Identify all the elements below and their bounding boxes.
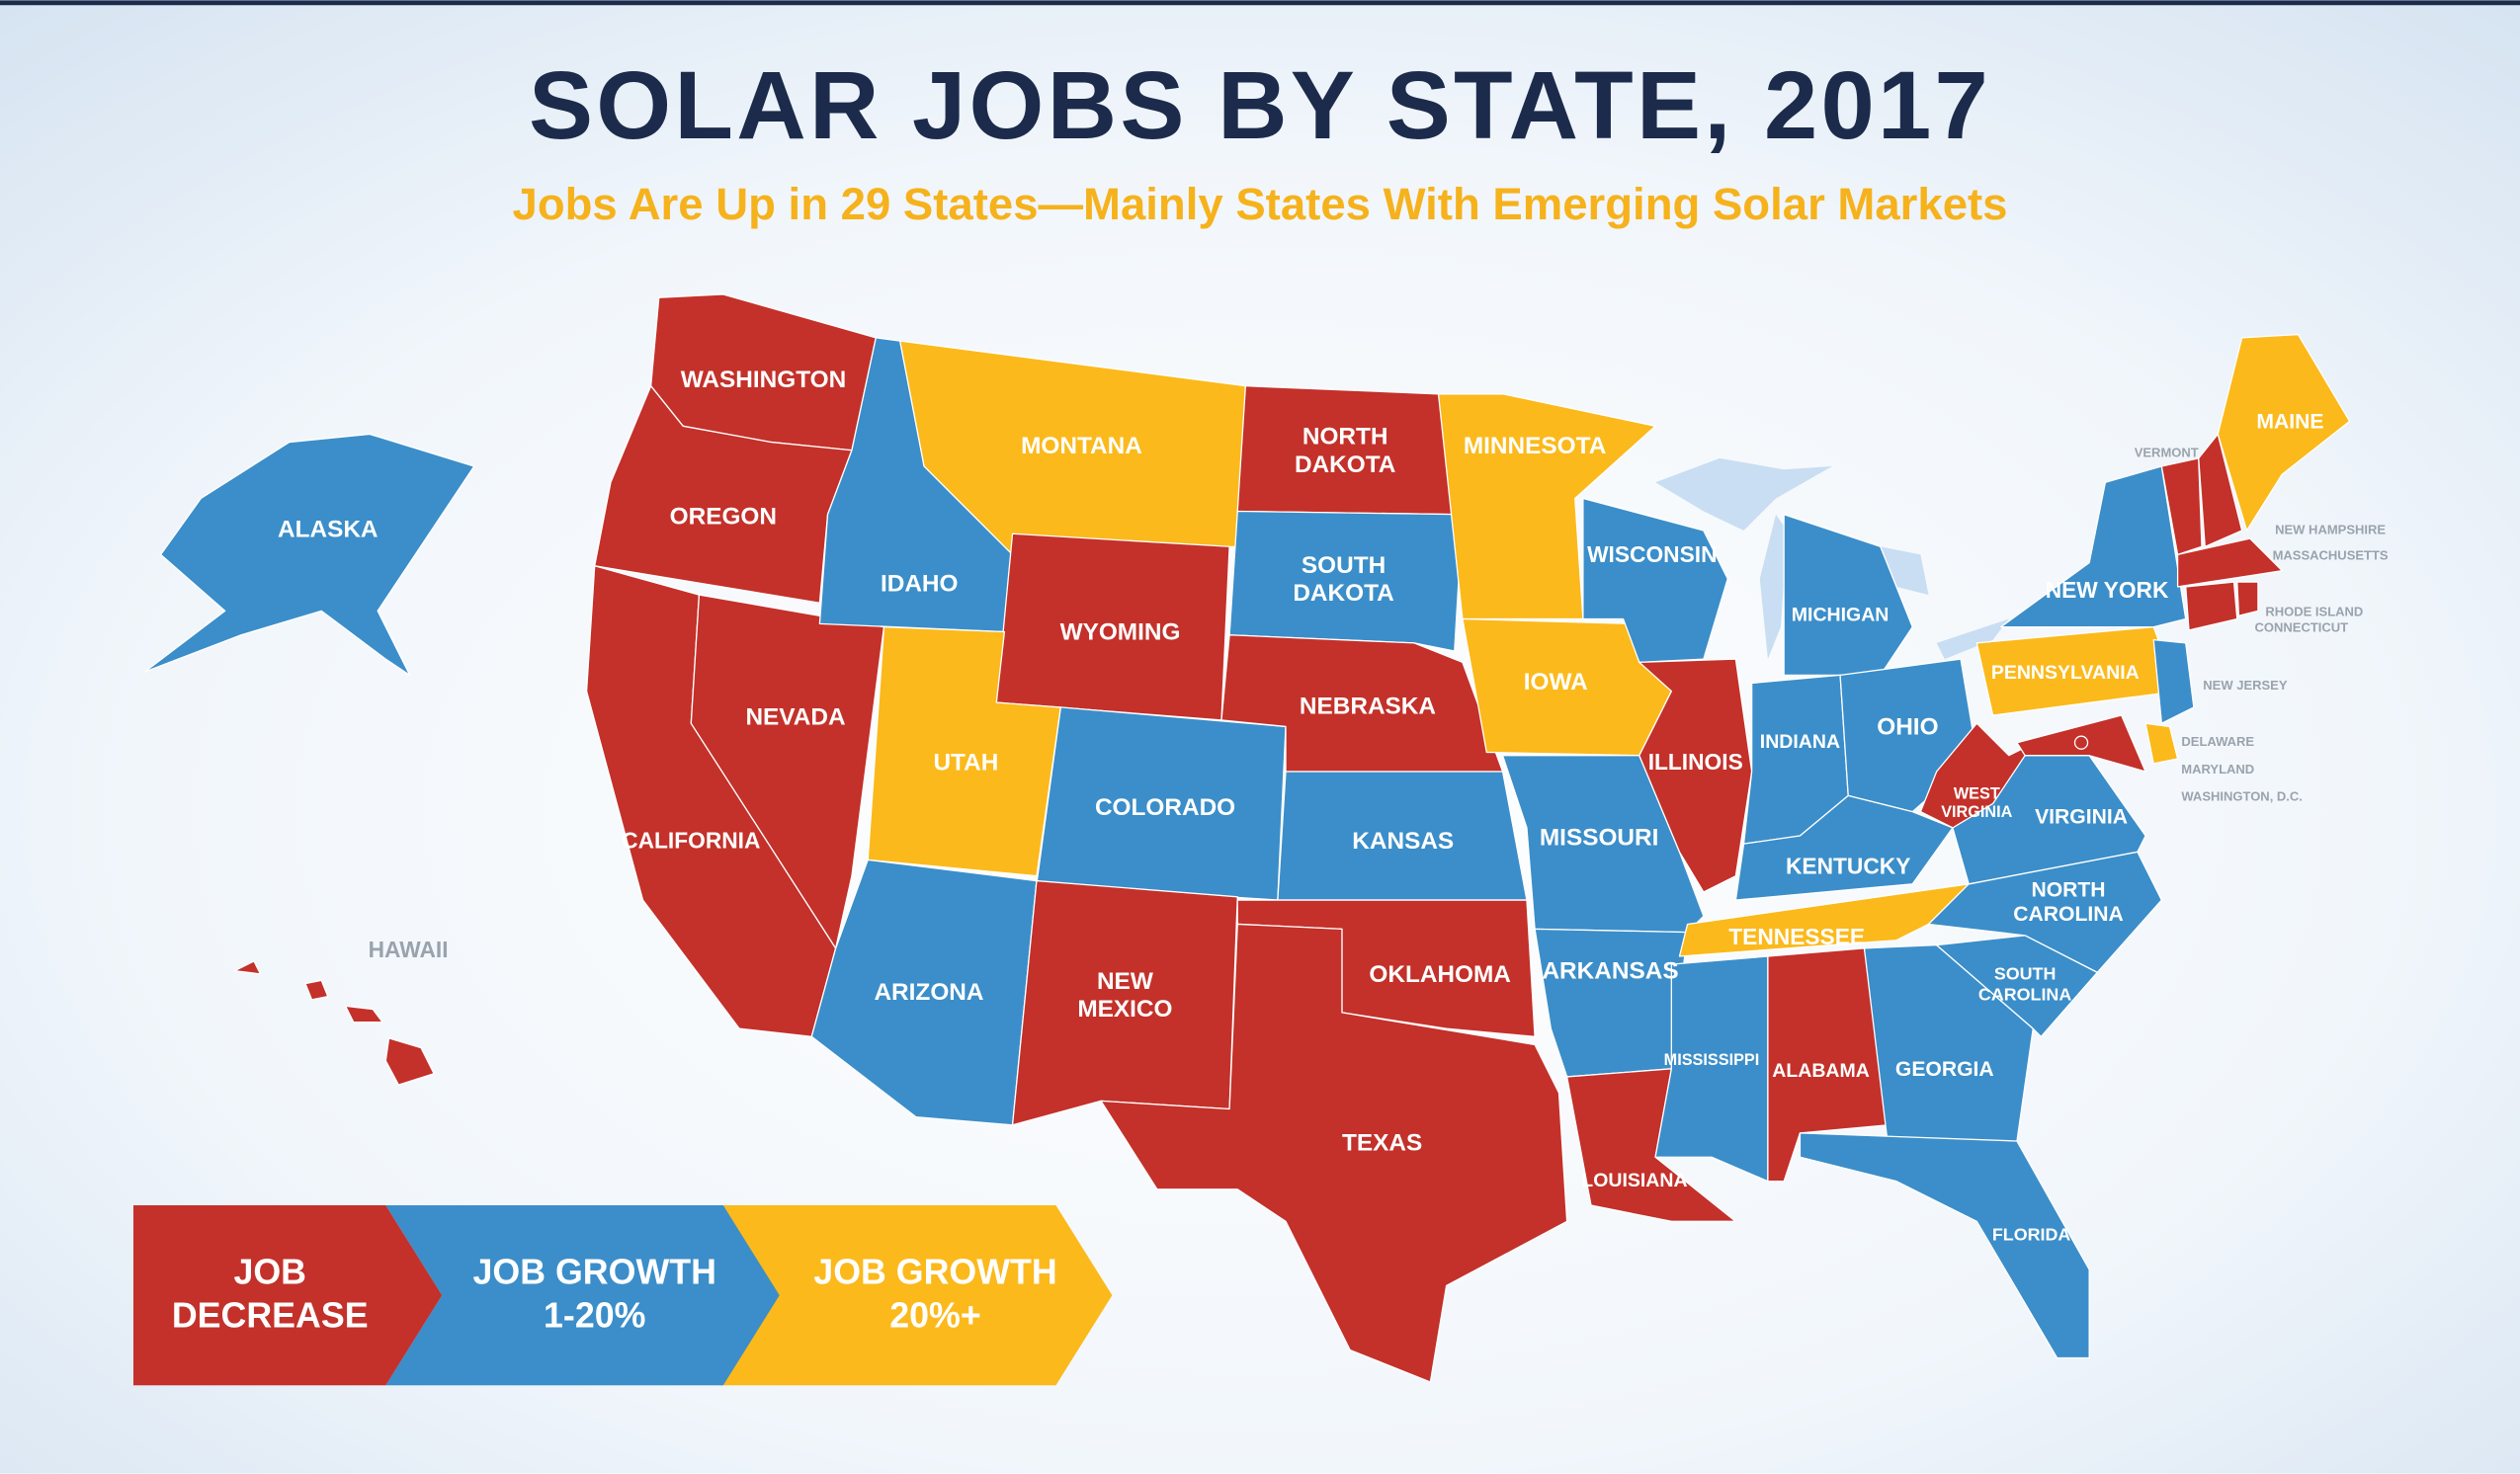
state-shape bbox=[1100, 923, 1568, 1383]
subtitle: Jobs Are Up in 29 States—Mainly States W… bbox=[513, 179, 2008, 229]
state-label-outside: VERMONT bbox=[2135, 445, 2199, 459]
state-label: IOWA bbox=[1524, 669, 1588, 696]
state-shape bbox=[1863, 943, 2034, 1150]
state-label: MINNESOTA bbox=[1464, 433, 1606, 459]
state-label: NEBRASKA bbox=[1300, 693, 1436, 719]
state-label: NORTH bbox=[2031, 879, 2105, 902]
states bbox=[143, 293, 2351, 1383]
state-label-outside: RHODE ISLAND bbox=[2265, 604, 2363, 618]
state-shape bbox=[2144, 722, 2179, 765]
legend-label: DECREASE bbox=[172, 1295, 369, 1335]
state-label: ILLINOIS bbox=[1648, 749, 1743, 775]
state-label-outside: MASSACHUSETTS bbox=[2273, 547, 2389, 562]
legend-label: JOB GROWTH bbox=[473, 1252, 716, 1291]
title: SOLAR JOBS BY STATE, 2017 bbox=[529, 51, 1991, 159]
state-shape bbox=[2198, 433, 2243, 547]
state-label: CAROLINA bbox=[1978, 984, 2071, 1004]
state-label-outside: HAWAII bbox=[369, 937, 449, 962]
state-label: NEVADA bbox=[745, 704, 845, 731]
state-label: LOUISIANA bbox=[1581, 1170, 1687, 1191]
state-label: OKLAHOMA bbox=[1369, 961, 1511, 988]
state-label-outside: CONNECTICUT bbox=[2255, 620, 2349, 635]
state-shape bbox=[1734, 794, 1954, 901]
state-label: MICHIGAN bbox=[1792, 604, 1890, 625]
great-lakes bbox=[1655, 457, 2009, 660]
state-label-outside: DELAWARE bbox=[2181, 734, 2254, 749]
state-label: OHIO bbox=[1877, 713, 1938, 740]
state-shape bbox=[1678, 883, 1970, 957]
state-label: INDIANA bbox=[1760, 731, 1840, 753]
state-shape bbox=[1638, 658, 1753, 893]
state-shape bbox=[2073, 735, 2089, 750]
state-label: KANSAS bbox=[1352, 828, 1454, 855]
state-shape bbox=[2236, 581, 2259, 616]
top-border bbox=[0, 0, 2520, 6]
state-label: COLORADO bbox=[1095, 794, 1235, 821]
state-label: GEORGIA bbox=[1895, 1058, 1994, 1081]
legend-arrow bbox=[385, 1205, 780, 1386]
state-label: NEW bbox=[1097, 968, 1153, 995]
legend-arrow bbox=[132, 1205, 443, 1386]
state-label-outside: NEW HAMPSHIRE bbox=[2275, 522, 2386, 536]
state-label: VIRGINIA bbox=[2035, 806, 2128, 829]
legend: JOB DECREASE JOB GROWTH 1-20% JOB GROWTH 20%+ bbox=[132, 1205, 1113, 1386]
state-label: MISSISSIPPI bbox=[1664, 1051, 1760, 1069]
state-label: DAKOTA bbox=[1295, 451, 1395, 478]
state-label: WYOMING bbox=[1060, 619, 1181, 646]
state-shape bbox=[2160, 457, 2203, 556]
state-label-outside: MARYLAND bbox=[2181, 762, 2254, 777]
state-shape bbox=[233, 960, 435, 1086]
state-shape bbox=[1783, 514, 1913, 677]
state-label: UTAH bbox=[933, 749, 998, 776]
state-label: CAROLINA bbox=[2013, 903, 2123, 926]
lake bbox=[1759, 514, 1788, 660]
state-label: SOUTH bbox=[1302, 552, 1386, 579]
state-shape bbox=[1936, 935, 2098, 1037]
state-label: SOUTH bbox=[1994, 964, 2057, 984]
state-label: WEST bbox=[1954, 784, 2000, 802]
lake bbox=[1655, 457, 1832, 532]
state-label: FLORIDA bbox=[1992, 1225, 2071, 1245]
state-labels: WASHINGTON OREGON CALIFORNIA NEVADA IDAHO MON… bbox=[278, 367, 2389, 1244]
state-shape bbox=[1799, 1132, 2090, 1359]
state-label-outside: WASHINGTON, D.C. bbox=[2181, 788, 2303, 803]
state-label: IDAHO bbox=[881, 571, 959, 598]
state-label: KENTUCKY bbox=[1786, 854, 1910, 879]
state-label: WISCONSIN bbox=[1587, 541, 1717, 567]
state-label: MEXICO bbox=[1077, 996, 1172, 1023]
state-shape bbox=[143, 433, 475, 677]
state-label: NORTH bbox=[1302, 424, 1388, 450]
state-shape bbox=[2185, 581, 2238, 631]
state-label: ARKANSAS bbox=[1542, 958, 1678, 985]
state-shape bbox=[2152, 638, 2195, 724]
state-label: VIRGINIA bbox=[1941, 803, 2012, 821]
state-label: WASHINGTON bbox=[681, 367, 846, 393]
state-label: TEXAS bbox=[1342, 1130, 1422, 1157]
lake bbox=[1880, 546, 1929, 596]
state-label: ARIZONA bbox=[874, 979, 983, 1006]
state-label: DAKOTA bbox=[1293, 580, 1393, 607]
state-label: TENNESSEE bbox=[1728, 924, 1865, 949]
state-label: MAINE bbox=[2256, 411, 2323, 434]
state-shape bbox=[2176, 537, 2283, 588]
state-label: NEW YORK bbox=[2046, 577, 2169, 603]
state-label: ALABAMA bbox=[1772, 1060, 1870, 1082]
legend-label: JOB GROWTH bbox=[813, 1252, 1056, 1291]
legend-label: JOB bbox=[233, 1252, 306, 1291]
legend-arrow bbox=[719, 1205, 1113, 1386]
state-label: MISSOURI bbox=[1540, 825, 1659, 852]
state-label: CALIFORNIA bbox=[622, 828, 760, 854]
state-shape bbox=[2217, 333, 2351, 532]
state-label: OREGON bbox=[670, 503, 777, 530]
state-label-outside: NEW JERSEY bbox=[2203, 678, 2288, 693]
state-label: ALASKA bbox=[278, 516, 378, 542]
state-shape bbox=[1228, 510, 1464, 652]
state-label: PENNSYLVANIA bbox=[1991, 662, 2140, 684]
state-label: MONTANA bbox=[1021, 433, 1142, 459]
lake bbox=[1936, 618, 2009, 660]
legend-label: 20%+ bbox=[889, 1295, 980, 1335]
legend-label: 1-20% bbox=[544, 1295, 645, 1335]
